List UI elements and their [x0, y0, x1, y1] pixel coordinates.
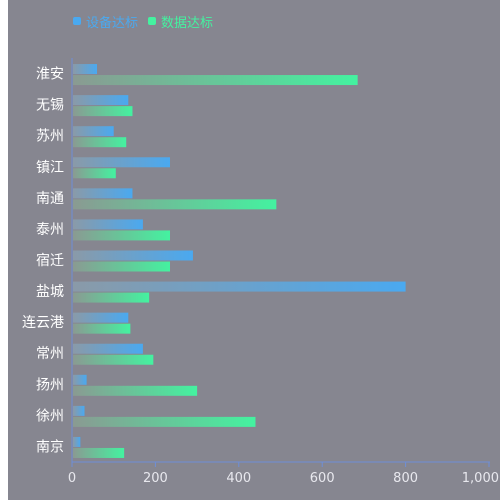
x-tick-label: 800 — [393, 471, 418, 486]
category-label: 泰州 — [36, 222, 64, 238]
bar-device-3[interactable] — [73, 157, 170, 168]
category-label: 苏州 — [36, 129, 64, 145]
category-label: 盐城 — [36, 284, 64, 300]
bar-data-0[interactable] — [73, 75, 358, 86]
legend: 设备达标 数据达标 — [73, 12, 213, 31]
bar-data-1[interactable] — [73, 106, 133, 117]
bar-device-10[interactable] — [73, 374, 87, 385]
category-label: 南京 — [36, 439, 64, 455]
x-tick-label: 1,000 — [462, 471, 499, 486]
category-label: 无锡 — [36, 98, 64, 114]
legend-swatch-device — [73, 17, 81, 25]
bar-device-7[interactable] — [73, 281, 406, 292]
category-label: 宿迁 — [36, 252, 64, 269]
bar-device-0[interactable] — [73, 64, 98, 75]
bar-device-6[interactable] — [73, 250, 193, 261]
category-label: 连云港 — [22, 315, 64, 331]
bar-data-11[interactable] — [73, 416, 256, 427]
bar-data-9[interactable] — [73, 354, 154, 365]
bar-data-8[interactable] — [73, 323, 131, 334]
x-tick-label: 600 — [310, 471, 335, 486]
bar-device-5[interactable] — [73, 219, 143, 230]
legend-item-device[interactable]: 设备达标 — [73, 12, 138, 31]
bar-data-4[interactable] — [73, 199, 277, 210]
category-label: 扬州 — [36, 377, 64, 393]
category-label: 徐州 — [36, 408, 64, 424]
legend-swatch-data — [148, 17, 157, 25]
bar-data-10[interactable] — [73, 385, 198, 396]
category-label: 南通 — [36, 191, 64, 207]
category-label: 淮安 — [36, 67, 64, 83]
bar-data-7[interactable] — [73, 292, 150, 303]
category-label: 镇江 — [36, 160, 64, 176]
bar-device-8[interactable] — [73, 312, 129, 323]
bar-data-3[interactable] — [73, 168, 116, 179]
legend-label-device: 设备达标 — [86, 15, 139, 31]
bar-data-2[interactable] — [73, 137, 127, 148]
bar-device-12[interactable] — [73, 436, 81, 447]
bar-device-9[interactable] — [73, 343, 143, 354]
x-tick-label: 0 — [68, 471, 76, 486]
legend-item-data[interactable]: 数据达标 — [148, 12, 213, 31]
bar-device-4[interactable] — [73, 188, 133, 199]
bar-device-11[interactable] — [73, 405, 85, 416]
bar-device-1[interactable] — [73, 95, 129, 106]
x-tick-label: 200 — [143, 471, 168, 486]
category-label: 常州 — [36, 346, 64, 362]
bar-device-2[interactable] — [73, 126, 114, 137]
x-tick-label: 400 — [226, 471, 251, 486]
bar-data-5[interactable] — [73, 230, 170, 241]
bar-data-6[interactable] — [73, 261, 170, 272]
bar-data-12[interactable] — [73, 447, 125, 458]
legend-label-data: 数据达标 — [161, 15, 214, 31]
